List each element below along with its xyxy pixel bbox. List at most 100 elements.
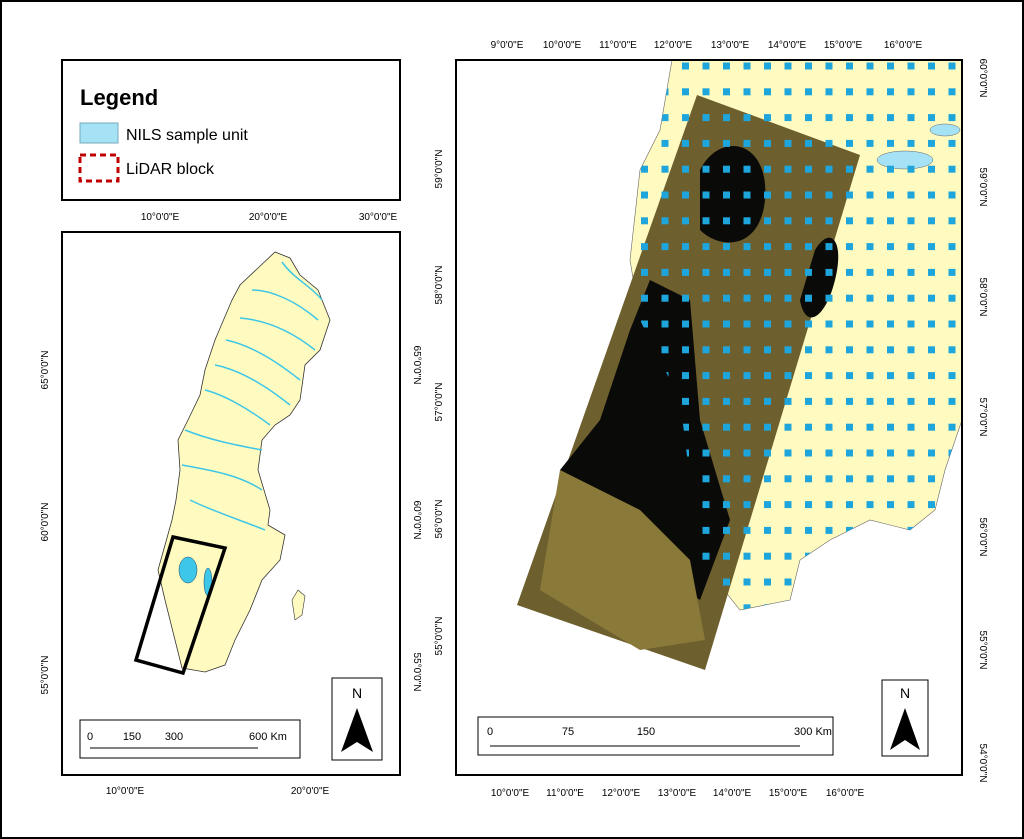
nils-unit xyxy=(702,372,710,380)
nils-unit xyxy=(887,346,894,354)
nils-unit xyxy=(907,501,915,509)
nils-unit xyxy=(764,165,771,173)
nils-unit xyxy=(723,501,730,509)
nils-unit xyxy=(846,114,853,122)
nils-unit xyxy=(928,268,935,276)
nils-unit xyxy=(805,88,812,96)
nils-unit xyxy=(928,165,935,173)
nils-unit xyxy=(764,346,771,354)
land-south xyxy=(540,470,705,650)
nils-unit xyxy=(682,320,689,328)
north-frame xyxy=(331,677,383,761)
nils-unit xyxy=(887,88,894,96)
legend-swatch-lidar xyxy=(78,153,120,183)
nils-unit xyxy=(825,346,833,354)
nils-unit xyxy=(805,449,812,457)
river xyxy=(181,464,263,491)
nils-unit xyxy=(702,320,710,328)
nils-unit xyxy=(702,552,710,560)
nils-unit xyxy=(928,346,935,354)
nils-unit xyxy=(784,88,792,96)
lake-dark xyxy=(700,146,766,243)
river xyxy=(251,289,319,321)
nils-unit xyxy=(866,320,874,328)
nils-unit xyxy=(743,320,751,328)
nils-unit xyxy=(702,268,710,276)
nils-unit xyxy=(682,268,689,276)
nils-unit xyxy=(825,268,833,276)
nils-unit xyxy=(723,552,730,560)
nils-unit xyxy=(661,320,669,328)
nils-unit xyxy=(805,268,812,276)
nils-unit xyxy=(702,346,710,354)
nils-unit xyxy=(907,217,915,225)
legend-label: LiDAR block xyxy=(126,161,215,178)
nils-unit xyxy=(928,372,935,380)
nils-unit xyxy=(887,139,894,147)
nils-unit xyxy=(948,397,956,405)
nils-unit xyxy=(743,139,751,147)
nils-unit xyxy=(846,501,853,509)
nils-unit xyxy=(948,165,956,173)
nils-unit xyxy=(743,475,751,483)
nils-unit xyxy=(743,217,751,225)
nils-unit xyxy=(825,243,833,251)
nils-unit xyxy=(887,449,894,457)
nils-unit xyxy=(723,372,730,380)
nils-unit xyxy=(805,397,812,405)
nils-unit xyxy=(928,62,935,70)
nils-unit xyxy=(723,475,730,483)
nils-unit xyxy=(702,526,710,534)
nils-unit xyxy=(784,165,792,173)
legend-label: NILS sample unit xyxy=(126,127,248,144)
nils-unit xyxy=(948,88,956,96)
nils-unit xyxy=(784,501,792,509)
nils-unit xyxy=(846,320,853,328)
scale-frame xyxy=(477,716,834,756)
nils-unit xyxy=(764,243,771,251)
nils-unit xyxy=(743,88,751,96)
nils-unit xyxy=(743,526,751,534)
nils-unit xyxy=(948,114,956,122)
scale-label: 0 xyxy=(487,726,493,738)
nils-unit xyxy=(825,139,833,147)
lake xyxy=(929,123,961,137)
nils-unit xyxy=(948,320,956,328)
nils-unit xyxy=(743,346,751,354)
nils-unit xyxy=(887,397,894,405)
nils-unit xyxy=(641,165,648,173)
nils-unit xyxy=(723,191,730,199)
nils-unit xyxy=(764,423,771,431)
tick-label: 59°0'0"N xyxy=(977,168,988,207)
nils-unit xyxy=(743,552,751,560)
nils-unit xyxy=(887,217,894,225)
nils-unit xyxy=(887,243,894,251)
nils-unit xyxy=(723,268,730,276)
nils-unit xyxy=(907,139,915,147)
nils-unit xyxy=(702,449,710,457)
nils-unit xyxy=(682,243,689,251)
nils-unit xyxy=(928,114,935,122)
nils-unit xyxy=(866,423,874,431)
north-label: N xyxy=(900,685,910,701)
nils-unit xyxy=(682,165,689,173)
nils-unit xyxy=(702,423,710,431)
detail-extent xyxy=(133,534,228,676)
nils-unit xyxy=(866,268,874,276)
nils-unit xyxy=(805,320,812,328)
nils-unit xyxy=(764,62,771,70)
nils-unit xyxy=(743,165,751,173)
tick-label: 12°0'0"E xyxy=(602,788,641,799)
nils-unit xyxy=(805,191,812,199)
nils-unit xyxy=(661,346,669,354)
nils-unit xyxy=(682,88,689,96)
nils-unit xyxy=(702,139,710,147)
nils-unit xyxy=(866,88,874,96)
nils-unit xyxy=(928,217,935,225)
nils-unit xyxy=(887,114,894,122)
nils-unit xyxy=(661,191,669,199)
tick-label: 55°0'0"N xyxy=(977,631,988,670)
nils-unit xyxy=(682,372,689,380)
nils-unit xyxy=(887,191,894,199)
tick-label: 57°0'0"N xyxy=(977,398,988,437)
